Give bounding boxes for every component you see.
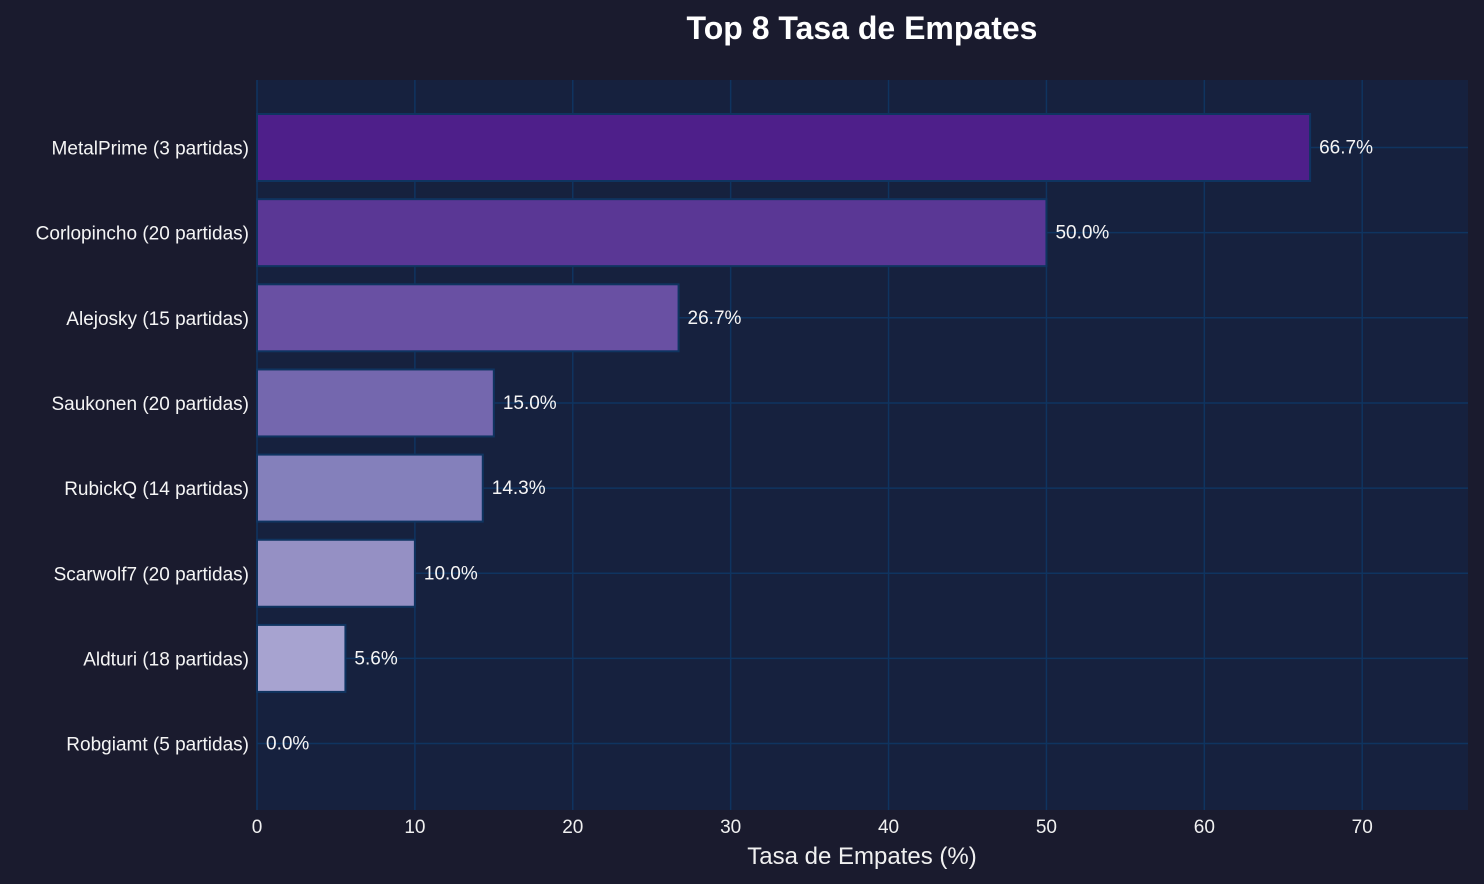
- y-tick-label: Aldturi (18 partidas): [83, 649, 249, 670]
- data-labels: 66.7% 50.0% 26.7% 15.0% 14.3% 10.0% 5.6% 0.0%: [266, 138, 1373, 755]
- data-label: 14.3%: [492, 478, 546, 499]
- y-tick-label: Scarwolf7 (20 partidas): [54, 564, 249, 585]
- x-tick-label: 10: [404, 817, 425, 838]
- x-axis-label: Tasa de Empates (%): [747, 843, 976, 870]
- bar: [256, 623, 347, 693]
- data-label: 50.0%: [1055, 223, 1109, 244]
- bar: [256, 113, 1312, 182]
- x-tick-labels: 0 10 20 30 40 50 60 70: [252, 817, 1373, 838]
- y-tick-label: Alejosky (15 partidas): [66, 309, 249, 330]
- data-label: 5.6%: [354, 648, 397, 669]
- x-tick-label: 0: [252, 817, 263, 838]
- bar: [256, 198, 1048, 268]
- y-tick-label: RubickQ (14 partidas): [64, 479, 249, 500]
- x-tick-label: 20: [562, 817, 583, 838]
- x-tick-label: 40: [878, 817, 899, 838]
- x-tick-label: 70: [1352, 817, 1373, 838]
- x-tick-label: 50: [1036, 817, 1057, 838]
- x-tick-label: 30: [720, 817, 741, 838]
- data-label: 66.7%: [1319, 138, 1373, 159]
- bar: [256, 453, 484, 523]
- bar: [256, 538, 416, 608]
- y-tick-label: Corlopincho (20 partidas): [36, 224, 249, 245]
- plot-area: [257, 80, 1468, 810]
- x-tick-label: 60: [1194, 817, 1215, 838]
- bar: [256, 283, 680, 353]
- data-label: 0.0%: [266, 734, 309, 755]
- data-label: 15.0%: [503, 393, 557, 414]
- y-tick-labels: MetalPrime (3 partidas) Corlopincho (20 p…: [36, 139, 249, 756]
- y-tick-label: Saukonen (20 partidas): [51, 394, 249, 415]
- chart-title: Top 8 Tasa de Empates: [687, 10, 1038, 46]
- y-tick-label: Robgiamt (5 partidas): [66, 735, 249, 756]
- bars: [256, 113, 1312, 693]
- bar: [256, 368, 495, 438]
- data-label: 10.0%: [424, 563, 478, 584]
- y-tick-label: MetalPrime (3 partidas): [52, 139, 249, 160]
- data-label: 26.7%: [688, 308, 742, 329]
